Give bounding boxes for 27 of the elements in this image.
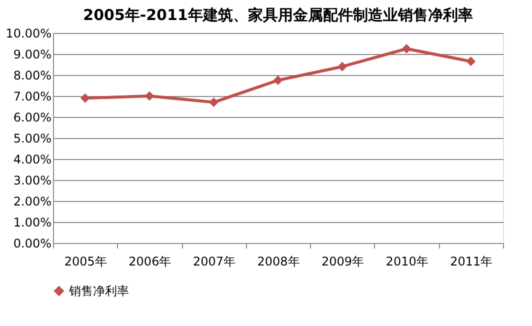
x-tick-label: 2007年 [192, 254, 236, 268]
x-tick-label: 2010年 [386, 254, 428, 268]
y-tick-label: 1.00% [13, 216, 52, 230]
y-tick-label: 5.00% [13, 132, 52, 146]
point [144, 91, 154, 101]
x-tick-label: 2008年 [257, 254, 300, 268]
x-tick-label: 2009年 [322, 254, 364, 268]
point [466, 56, 476, 66]
point [208, 98, 218, 108]
x-tick-label: 2011年 [450, 254, 493, 268]
y-tick-label: 9.00% [13, 48, 52, 62]
y-tick-label: 0.00% [13, 236, 52, 250]
y-tick-label: 8.00% [13, 68, 52, 82]
y-tick-label: 4.00% [13, 152, 52, 166]
y-tick-label: 3.00% [13, 174, 52, 188]
y-tick-label: 2.00% [13, 194, 52, 208]
legend-label: 销售净利率 [68, 284, 129, 298]
chart-title: 2005年-2011年建筑、家具用金属配件制造业销售净利率 [83, 6, 473, 24]
x-tick-label: 2006年 [128, 254, 172, 268]
point [338, 62, 348, 72]
point [402, 44, 412, 54]
y-tick-label: 6.00% [13, 110, 52, 124]
y-tick-label: 7.00% [13, 90, 52, 104]
point [80, 93, 90, 103]
x-tick-label: 2005年 [64, 254, 107, 268]
point [273, 76, 283, 85]
y-tick-label: 10.00% [6, 26, 52, 40]
